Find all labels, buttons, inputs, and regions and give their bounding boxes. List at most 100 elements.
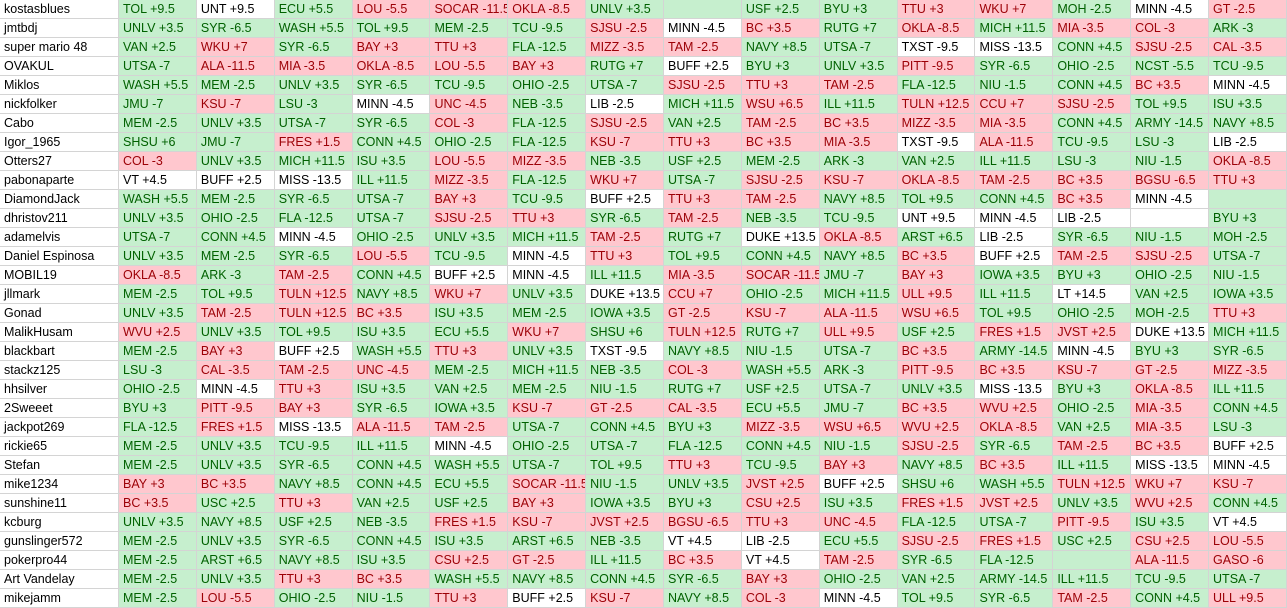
pick-cell[interactable]: ARMY -14.5 <box>975 342 1054 360</box>
pick-cell[interactable]: BGSU -6.5 <box>1131 171 1210 189</box>
pick-cell[interactable]: MEM -2.5 <box>196 247 275 265</box>
pick-cell[interactable]: SHSU +6 <box>897 475 976 493</box>
player-name-cell[interactable]: MOBIL19 <box>0 266 119 284</box>
pick-cell[interactable]: VAN +2.5 <box>1131 285 1210 303</box>
pick-cell[interactable]: SJSU -2.5 <box>1053 95 1132 113</box>
pick-cell[interactable]: BAY +3 <box>352 38 431 56</box>
pick-cell[interactable]: SYR -6.5 <box>274 247 353 265</box>
pick-cell[interactable]: ARST +6.5 <box>897 228 976 246</box>
pick-cell[interactable] <box>664 0 742 18</box>
pick-cell[interactable]: BC +3.5 <box>664 551 742 569</box>
pick-cell[interactable]: KSU -7 <box>586 589 665 607</box>
pick-cell[interactable]: KSU -7 <box>508 513 587 531</box>
pick-cell[interactable]: CSU +2.5 <box>430 551 509 569</box>
pick-cell[interactable]: OHIO -2.5 <box>508 76 587 94</box>
pick-cell[interactable]: CONN +4.5 <box>1053 76 1132 94</box>
pick-cell[interactable]: KSU -7 <box>586 133 665 151</box>
pick-cell[interactable]: CONN +4.5 <box>1131 589 1210 607</box>
pick-cell[interactable]: WASH +5.5 <box>975 475 1054 493</box>
pick-cell[interactable]: FLA -12.5 <box>897 76 976 94</box>
pick-cell[interactable]: USF +2.5 <box>274 513 353 531</box>
pick-cell[interactable]: NAVY +8.5 <box>274 475 353 493</box>
pick-cell[interactable]: UNLV +3.5 <box>196 532 275 550</box>
player-name-cell[interactable]: mikejamm <box>0 589 119 607</box>
pick-cell[interactable]: MICH +11.5 <box>508 228 587 246</box>
pick-cell[interactable]: FRES +1.5 <box>196 418 275 436</box>
pick-cell[interactable]: NAVY +8.5 <box>196 513 275 531</box>
pick-cell[interactable]: CONN +4.5 <box>586 418 665 436</box>
pick-cell[interactable]: MICH +11.5 <box>274 152 353 170</box>
pick-cell[interactable]: VAN +2.5 <box>664 114 742 132</box>
pick-cell[interactable]: MISS -13.5 <box>975 38 1054 56</box>
pick-cell[interactable]: USC +2.5 <box>196 494 275 512</box>
pick-cell[interactable]: NCST -5.5 <box>1131 57 1210 75</box>
pick-cell[interactable]: PITT -9.5 <box>897 57 976 75</box>
pick-cell[interactable]: TOL +9.5 <box>897 589 976 607</box>
pick-cell[interactable]: BUFF +2.5 <box>975 247 1054 265</box>
pick-cell[interactable]: UNLV +3.5 <box>119 304 197 322</box>
pick-cell[interactable]: OHIO -2.5 <box>1053 399 1132 417</box>
pick-cell[interactable]: MICH +11.5 <box>975 19 1054 37</box>
pick-cell[interactable]: NAVY +8.5 <box>352 285 431 303</box>
pick-cell[interactable]: WASH +5.5 <box>741 361 820 379</box>
pick-cell[interactable]: SJSU -2.5 <box>1131 247 1210 265</box>
pick-cell[interactable]: TAM -2.5 <box>430 418 509 436</box>
pick-cell[interactable]: TAM -2.5 <box>741 114 820 132</box>
pick-cell[interactable]: TTU +3 <box>1209 171 1287 189</box>
pick-cell[interactable]: RUTG +7 <box>819 19 898 37</box>
pick-cell[interactable]: OKLA -8.5 <box>819 228 898 246</box>
pick-cell[interactable]: VAN +2.5 <box>897 570 976 588</box>
pick-cell[interactable]: LOU -5.5 <box>352 0 431 18</box>
pick-cell[interactable]: NIU -1.5 <box>975 76 1054 94</box>
pick-cell[interactable]: TCU -9.5 <box>1053 133 1132 151</box>
pick-cell[interactable]: MEM -2.5 <box>119 589 197 607</box>
pick-cell[interactable]: BC +3.5 <box>1131 76 1210 94</box>
pick-cell[interactable]: KSU -7 <box>741 304 820 322</box>
pick-cell[interactable]: WKU +7 <box>508 323 587 341</box>
pick-cell[interactable]: BAY +3 <box>508 57 587 75</box>
player-name-cell[interactable]: OVAKUL <box>0 57 119 75</box>
pick-cell[interactable]: TCU -9.5 <box>1209 57 1287 75</box>
player-name-cell[interactable]: Art Vandelay <box>0 570 119 588</box>
pick-cell[interactable]: MEM -2.5 <box>430 19 509 37</box>
pick-cell[interactable]: LOU -5.5 <box>352 247 431 265</box>
pick-cell[interactable]: ECU +5.5 <box>274 0 353 18</box>
pick-cell[interactable]: LIB -2.5 <box>975 228 1054 246</box>
pick-cell[interactable]: VT +4.5 <box>664 532 742 550</box>
pick-cell[interactable]: ARST +6.5 <box>508 532 587 550</box>
pick-cell[interactable]: MISS -13.5 <box>1131 456 1210 474</box>
pick-cell[interactable]: MEM -2.5 <box>508 304 587 322</box>
pick-cell[interactable]: RUTG +7 <box>741 323 820 341</box>
pick-cell[interactable]: MOH -2.5 <box>1209 228 1287 246</box>
pick-cell[interactable]: FLA -12.5 <box>119 418 197 436</box>
pick-cell[interactable]: MIA -3.5 <box>1131 399 1210 417</box>
pick-cell[interactable]: BUFF +2.5 <box>430 266 509 284</box>
pick-cell[interactable]: TTU +3 <box>430 589 509 607</box>
pick-cell[interactable]: CONN +4.5 <box>586 570 665 588</box>
player-name-cell[interactable]: Miklos <box>0 76 119 94</box>
pick-cell[interactable]: CAL -3.5 <box>664 399 742 417</box>
pick-cell[interactable]: BAY +3 <box>119 475 197 493</box>
pick-cell[interactable]: TCU -9.5 <box>508 19 587 37</box>
pick-cell[interactable]: TAM -2.5 <box>1053 589 1132 607</box>
pick-cell[interactable]: ARK -3 <box>1209 19 1287 37</box>
pick-cell[interactable]: UTSA -7 <box>586 76 665 94</box>
pick-cell[interactable]: NAVY +8.5 <box>664 589 742 607</box>
pick-cell[interactable]: VAN +2.5 <box>430 380 509 398</box>
pick-cell[interactable]: MEM -2.5 <box>119 437 197 455</box>
pick-cell[interactable]: BUFF +2.5 <box>819 475 898 493</box>
pick-cell[interactable]: TULN +12.5 <box>274 285 353 303</box>
pick-cell[interactable]: UTSA -7 <box>119 57 197 75</box>
player-name-cell[interactable]: MalikHusam <box>0 323 119 341</box>
pick-cell[interactable]: MINN -4.5 <box>1053 342 1132 360</box>
pick-cell[interactable]: TCU -9.5 <box>819 209 898 227</box>
pick-cell[interactable]: SOCAR -11.5 <box>508 475 587 493</box>
pick-cell[interactable]: USF +2.5 <box>741 380 820 398</box>
pick-cell[interactable]: MINN -4.5 <box>508 247 587 265</box>
pick-cell[interactable]: BUFF +2.5 <box>1209 437 1287 455</box>
pick-cell[interactable]: LSU -3 <box>119 361 197 379</box>
pick-cell[interactable]: FLA -12.5 <box>508 171 587 189</box>
pick-cell[interactable]: ECU +5.5 <box>430 323 509 341</box>
pick-cell[interactable]: BUFF +2.5 <box>664 57 742 75</box>
pick-cell[interactable]: ISU +3.5 <box>352 380 431 398</box>
